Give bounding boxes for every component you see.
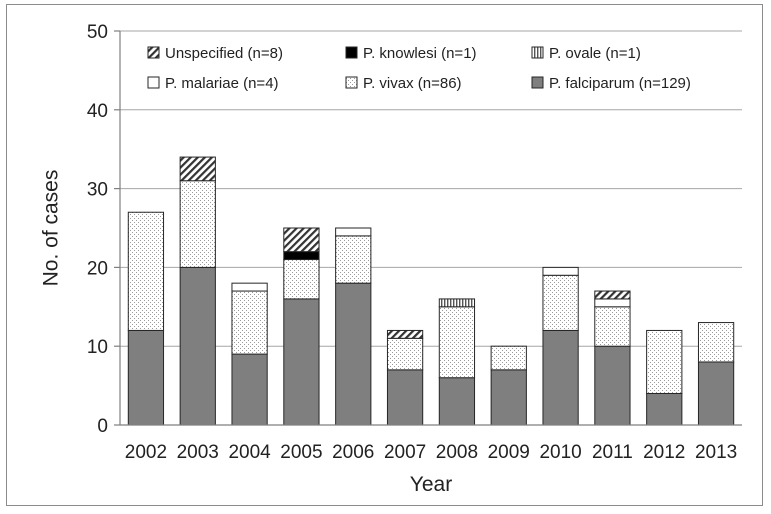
legend-label-1: P. knowlesi (n=1) <box>363 45 477 62</box>
x-tick-label-2004: 2004 <box>228 442 271 463</box>
bar-2008-series-0 <box>438 377 476 426</box>
bar-2003-series-5 <box>179 156 216 182</box>
legend-label-5: P. falciparum (n=129) <box>549 75 691 92</box>
bar-2006-series-2 <box>335 227 372 237</box>
bar-2002-series-1 <box>127 211 165 331</box>
x-tick-label-2012: 2012 <box>643 442 685 463</box>
bar-2006-series-1 <box>335 235 372 284</box>
legend-swatch-5 <box>531 76 544 89</box>
x-tick-label-2005: 2005 <box>280 442 322 463</box>
x-tick-label-2009: 2009 <box>488 442 530 463</box>
y-tick-label-20: 20 <box>87 258 108 279</box>
legend-swatch-4 <box>345 76 358 89</box>
bar-2012-series-0 <box>646 392 683 426</box>
bar-2004-series-1 <box>231 290 268 355</box>
legend-swatch-1 <box>345 46 358 59</box>
axes <box>114 30 742 426</box>
legend-swatch-3 <box>147 76 160 89</box>
bar-2009-series-0 <box>490 369 527 426</box>
bars <box>127 156 735 426</box>
y-tick-label-50: 50 <box>87 22 108 43</box>
bar-2005-series-0 <box>283 298 320 426</box>
bar-2006-series-0 <box>335 282 372 426</box>
legend-label-2: P. ovale (n=1) <box>549 45 641 62</box>
legend: Unspecified (n=8) P. knowlesi (n=1) P. ova… <box>147 45 691 92</box>
bar-2003-series-0 <box>179 266 216 426</box>
bar-2008-series-1 <box>438 306 476 379</box>
x-tick-label-2008: 2008 <box>436 442 478 463</box>
y-tick-labels: 0 10 20 30 40 50 <box>87 22 108 437</box>
gridlines <box>120 30 742 347</box>
x-tick-label-2013: 2013 <box>695 442 737 463</box>
bar-2010-series-0 <box>542 329 579 426</box>
legend-swatch-2 <box>531 46 544 59</box>
legend-label-4: P. vivax (n=86) <box>363 75 462 92</box>
bar-2004-series-0 <box>231 353 268 426</box>
bar-2007-series-1 <box>386 337 424 371</box>
bar-2007-series-5 <box>386 329 424 339</box>
x-tick-label-2007: 2007 <box>384 442 426 463</box>
bar-2011-series-1 <box>594 306 631 347</box>
bar-2007-series-0 <box>386 369 424 426</box>
bar-2012-series-1 <box>646 329 683 394</box>
bar-2005-series-4 <box>283 251 320 261</box>
x-tick-label-2003: 2003 <box>177 442 219 463</box>
bar-2010-series-2 <box>542 266 579 276</box>
bar-2010-series-1 <box>542 274 579 331</box>
y-tick-label-30: 30 <box>87 180 108 201</box>
bar-2008-series-3 <box>438 298 476 308</box>
bar-2009-series-1 <box>490 345 527 371</box>
y-tick-label-10: 10 <box>87 337 108 358</box>
x-tick-label-2006: 2006 <box>332 442 374 463</box>
legend-label-0: Unspecified (n=8) <box>165 45 283 62</box>
x-tick-label-2002: 2002 <box>125 442 167 463</box>
legend-label-3: P. malariae (n=4) <box>165 75 279 92</box>
bar-2011-series-2 <box>594 298 631 308</box>
bar-2013-series-0 <box>697 361 735 426</box>
bar-2002-series-0 <box>127 329 165 426</box>
bar-2003-series-1 <box>179 180 216 268</box>
x-tick-label-2011: 2011 <box>592 442 633 463</box>
x-tick-label-2010: 2010 <box>539 442 581 463</box>
y-tick-label-40: 40 <box>87 101 108 122</box>
x-tick-labels: 2002 2003 2004 2005 2006 2007 2008 2009 2010 2011… <box>125 442 737 463</box>
x-axis-title: Year <box>410 473 452 496</box>
y-tick-label-0: 0 <box>97 416 108 437</box>
bar-2005-series-5 <box>283 227 320 253</box>
bar-2004-series-2 <box>231 282 268 292</box>
bar-2013-series-1 <box>697 322 735 363</box>
bar-2005-series-1 <box>283 259 320 300</box>
legend-swatch-0 <box>147 46 160 59</box>
y-axis-title: No. of cases <box>40 170 63 287</box>
bar-2011-series-0 <box>594 345 631 426</box>
bar-2011-series-5 <box>594 290 631 300</box>
